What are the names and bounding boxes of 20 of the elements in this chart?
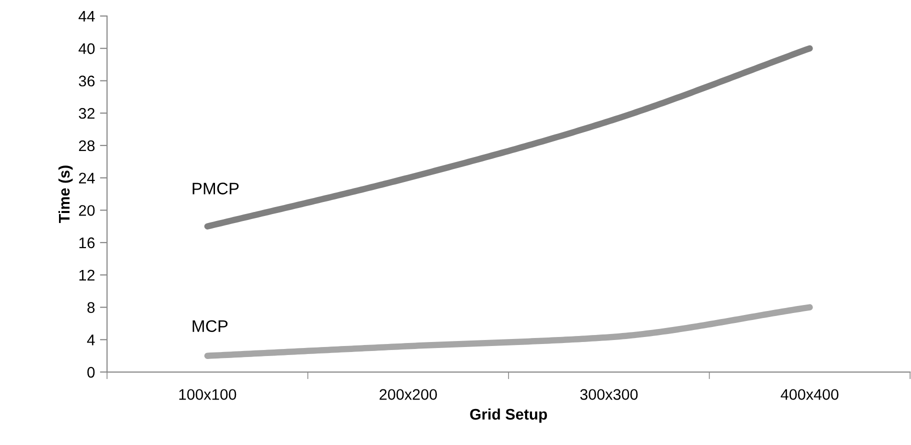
y-axis-title: Time (s)	[58, 166, 73, 223]
y-tick-label: 12	[79, 270, 94, 280]
x-axis-title: Grid Setup	[470, 408, 547, 423]
series-label: MCP	[192, 320, 228, 332]
x-tick-label: 300x300	[580, 389, 638, 400]
y-tick-label: 36	[78, 76, 95, 86]
y-tick-label: 40	[78, 43, 95, 54]
y-tick-label: 0	[87, 366, 95, 378]
y-tick-label: 32	[78, 108, 94, 119]
y-tick-label: 24	[79, 172, 95, 184]
x-tick-label: 200x200	[380, 389, 437, 400]
y-tick-label: 4	[87, 334, 95, 346]
x-tick-label: 100x100	[179, 389, 236, 400]
y-tick-label: 44	[78, 11, 95, 22]
y-tick-label: 28	[79, 140, 95, 152]
y-tick-label: 8	[87, 302, 95, 313]
y-tick-label: 16	[79, 237, 95, 248]
x-tick-label: 400x400	[780, 389, 838, 400]
y-tick-label: 20	[79, 205, 95, 216]
series-label: PMCP	[192, 182, 239, 194]
